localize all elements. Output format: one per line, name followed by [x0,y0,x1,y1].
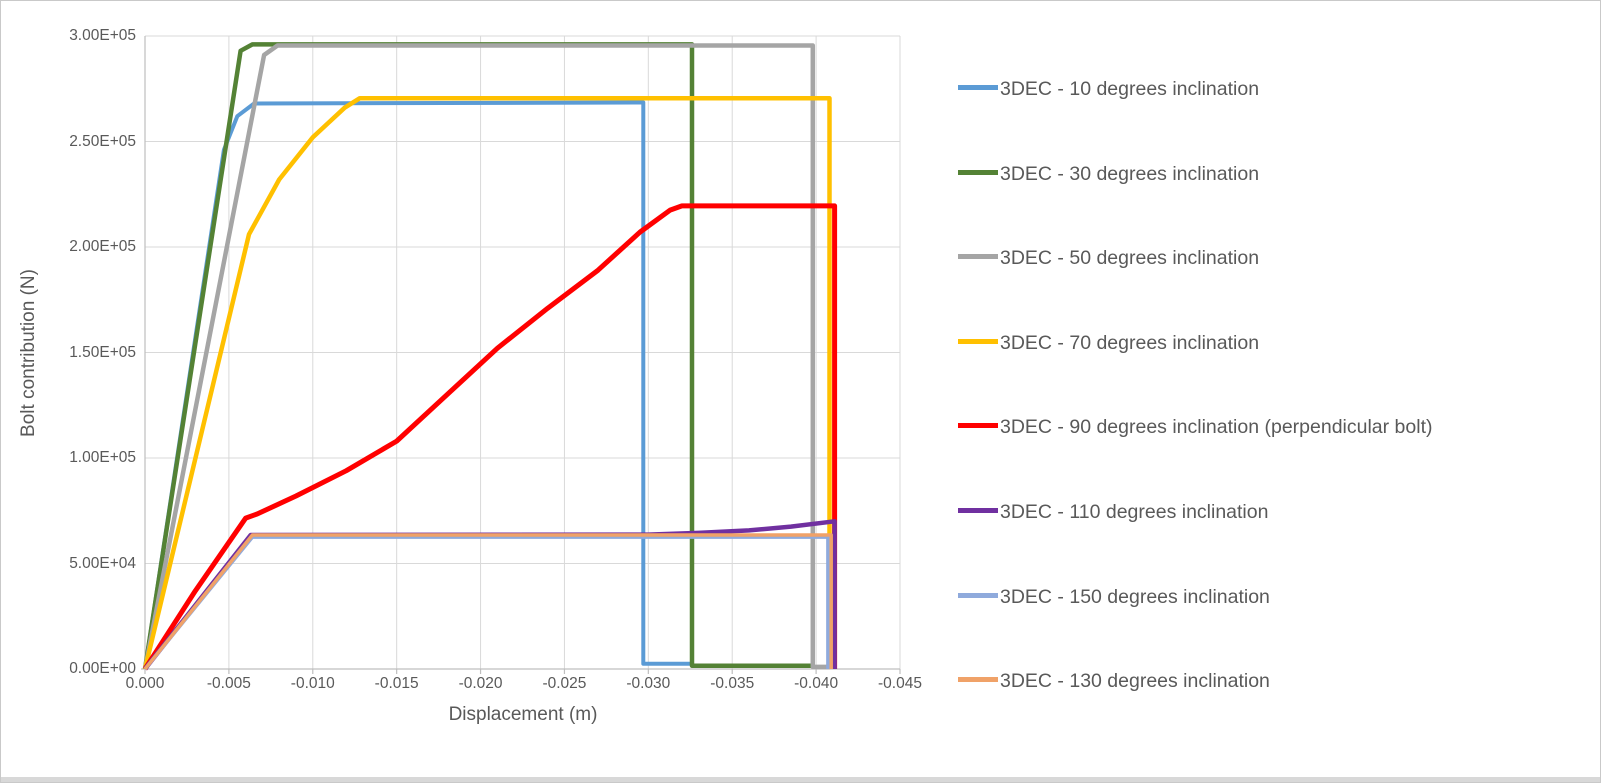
x-tick-label: 0.000 [125,675,165,692]
x-tick-label: -0.040 [794,675,839,692]
x-tick-label: -0.025 [542,675,587,692]
window-frame-bottom-edge [1,777,1600,782]
legend-line-swatch [958,169,998,175]
legend-item-5: 3DEC - 110 degrees inclination [958,499,1268,525]
y-tick-label: 1.00E+05 [69,449,136,466]
series-line-7 [143,533,833,671]
x-tick-label: -0.045 [878,675,922,692]
x-tick-label: -0.005 [206,675,251,692]
y-tick-label: 2.50E+05 [69,132,136,150]
x-tick-label: -0.035 [710,675,755,692]
y-tick-label: 3.00E+05 [69,27,136,44]
legend-label: 3DEC - 110 degrees inclination [1000,501,1269,523]
series-line-6 [143,535,830,671]
legend-item-2: 3DEC - 50 degrees inclination [958,245,1259,271]
legend-item-4: 3DEC - 90 degrees inclination (perpendic… [958,414,1433,440]
y-tick-label: 5.00E+04 [69,554,136,572]
series-line-2 [142,43,830,670]
legend-line-swatch [958,338,998,344]
legend-item-7: 3DEC - 130 degrees inclination [958,668,1270,694]
legend-label: 3DEC - 70 degrees inclination [1000,331,1260,354]
y-tick-label: 1.50E+05 [69,343,136,361]
legend-line-swatch [958,592,998,598]
legend-line-swatch [958,423,998,429]
chart-legend: 3DEC - 10 degrees inclination 3DEC - 30 d… [951,1,1599,782]
x-tick-label: -0.020 [458,675,503,692]
legend-label: 3DEC - 30 degrees inclination [1000,162,1260,185]
series-line-1 [142,42,813,670]
x-tick-label: -0.015 [374,675,419,692]
series-line-0 [143,100,692,670]
y-tick-label: 0.00E+00 [69,660,136,677]
legend-item-1: 3DEC - 30 degrees inclination [958,161,1259,187]
legend-label: 3DEC - 10 degrees inclination [1000,78,1260,100]
legend-line-swatch [958,254,998,260]
legend-label: 3DEC - 150 degrees inclination [1000,585,1270,608]
series-line-4 [142,203,838,671]
y-tick-label: 2.00E+05 [69,238,136,255]
legend-item-3: 3DEC - 70 degrees inclination [958,330,1259,356]
x-axis-title: Displacement (m) [448,704,598,725]
x-tick-label: -0.010 [290,675,335,692]
y-axis-title: Bolt contribution (N) [18,269,39,437]
legend-label: 3DEC - 50 degrees inclination [1000,247,1260,270]
legend-item-0: 3DEC - 10 degrees inclination [958,76,1259,102]
legend-line-swatch [958,508,998,513]
series-line-3 [142,95,832,670]
legend-label: 3DEC - 90 degrees inclination (perpendic… [1000,416,1433,439]
legend-line-swatch [958,85,998,90]
legend-line-swatch [958,677,998,683]
x-tick-label: -0.030 [626,675,671,692]
legend-label: 3DEC - 130 degrees inclination [1000,670,1270,693]
legend-item-6: 3DEC - 150 degrees inclination [958,584,1270,610]
